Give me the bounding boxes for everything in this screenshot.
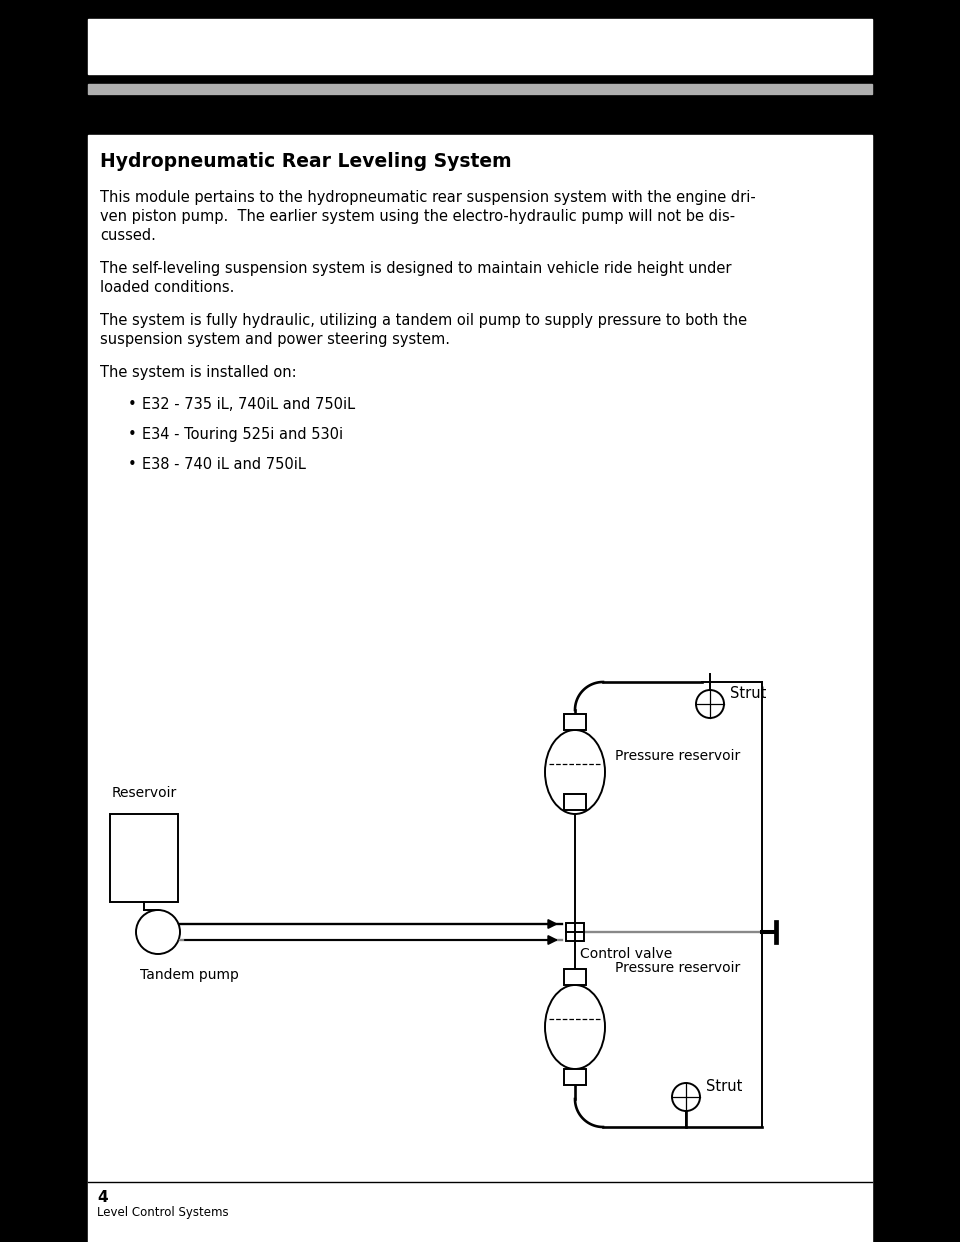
Text: The system is fully hydraulic, utilizing a tandem oil pump to supply pressure to: The system is fully hydraulic, utilizing… — [100, 313, 747, 328]
Bar — [566, 923, 584, 941]
Bar — [110, 814, 178, 902]
Bar — [88, 19, 872, 75]
Text: •: • — [128, 457, 136, 472]
Text: Pressure reservoir: Pressure reservoir — [615, 749, 740, 763]
Text: Strut: Strut — [706, 1079, 742, 1094]
Text: Tandem pump: Tandem pump — [140, 968, 239, 982]
Text: Level Control Systems: Level Control Systems — [97, 1206, 228, 1218]
Bar — [88, 84, 872, 94]
Text: Reservoir: Reservoir — [112, 786, 178, 800]
Text: loaded conditions.: loaded conditions. — [100, 279, 234, 296]
Bar — [88, 1180, 872, 1242]
Bar — [564, 969, 586, 985]
Bar — [564, 1069, 586, 1086]
Bar — [88, 96, 872, 134]
Text: suspension system and power steering system.: suspension system and power steering sys… — [100, 332, 450, 347]
Bar — [564, 794, 586, 810]
Text: E32 - 735 iL, 740iL and 750iL: E32 - 735 iL, 740iL and 750iL — [142, 397, 355, 412]
Text: Pressure reservoir: Pressure reservoir — [615, 961, 740, 975]
Text: •: • — [128, 427, 136, 442]
Circle shape — [136, 910, 180, 954]
Text: The system is installed on:: The system is installed on: — [100, 365, 297, 380]
Circle shape — [672, 1083, 700, 1112]
Text: This module pertains to the hydropneumatic rear suspension system with the engin: This module pertains to the hydropneumat… — [100, 190, 756, 205]
Text: •: • — [128, 397, 136, 412]
Text: E38 - 740 iL and 750iL: E38 - 740 iL and 750iL — [142, 457, 306, 472]
Ellipse shape — [545, 730, 605, 814]
Bar — [564, 714, 586, 730]
Circle shape — [696, 691, 724, 718]
Text: Strut: Strut — [730, 686, 766, 700]
Ellipse shape — [545, 985, 605, 1069]
Bar — [88, 135, 872, 1180]
Text: Control valve: Control valve — [580, 946, 672, 961]
Text: ven piston pump.  The earlier system using the electro-hydraulic pump will not b: ven piston pump. The earlier system usin… — [100, 209, 735, 224]
Text: cussed.: cussed. — [100, 229, 156, 243]
Text: The self-leveling suspension system is designed to maintain vehicle ride height : The self-leveling suspension system is d… — [100, 261, 732, 276]
Text: 4: 4 — [97, 1190, 108, 1205]
Text: Hydropneumatic Rear Leveling System: Hydropneumatic Rear Leveling System — [100, 152, 512, 171]
Text: E34 - Touring 525i and 530i: E34 - Touring 525i and 530i — [142, 427, 343, 442]
